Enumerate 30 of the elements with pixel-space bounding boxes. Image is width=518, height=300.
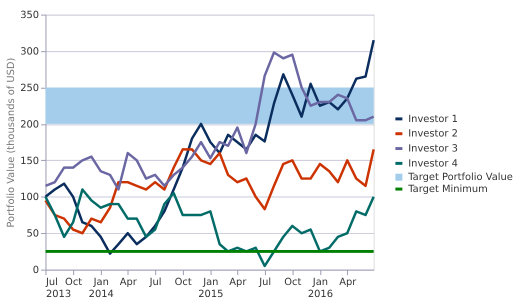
legend-label: Investor 4 bbox=[408, 158, 458, 170]
x-tick-label: Jul bbox=[258, 276, 272, 288]
legend-label: Investor 2 bbox=[408, 128, 458, 140]
x-tick-label: Jan 2014 bbox=[88, 276, 114, 300]
y-tick-label: 300 bbox=[20, 46, 40, 58]
legend-label: Investor 1 bbox=[408, 114, 458, 125]
legend-label: Target Portfolio Value bbox=[407, 172, 513, 184]
x-tick-label: Apr bbox=[120, 276, 138, 288]
y-tick-label: 350 bbox=[20, 10, 40, 22]
y-tick-label: 50 bbox=[26, 228, 40, 240]
y-tick-label: 0 bbox=[32, 265, 40, 276]
line-series bbox=[44, 188, 375, 268]
y-axis-title: Portfolio Value (thousands of USD) bbox=[6, 58, 18, 228]
x-tick-label: Jan 2015 bbox=[198, 276, 224, 300]
y-tick-label: 250 bbox=[20, 82, 40, 94]
x-tick-label: Apr bbox=[339, 276, 358, 288]
line-series bbox=[44, 148, 375, 234]
legend-label: Investor 3 bbox=[408, 144, 458, 155]
x-tick-label: Oct bbox=[65, 276, 82, 288]
line-series bbox=[44, 51, 375, 191]
line-series bbox=[44, 38, 375, 255]
y-tick-label: 100 bbox=[20, 192, 40, 204]
y-tick-label: 150 bbox=[20, 156, 40, 167]
y-tick-label: 200 bbox=[20, 119, 40, 130]
x-tick-label: Oct bbox=[174, 276, 192, 288]
x-tick-label: Apr bbox=[229, 276, 248, 288]
x-tick-label: Jan 2016 bbox=[308, 276, 333, 300]
x-tick-label: Jul bbox=[148, 276, 162, 288]
x-tick-label: Oct bbox=[284, 276, 302, 288]
legend-label: Target Minimum bbox=[407, 184, 488, 196]
